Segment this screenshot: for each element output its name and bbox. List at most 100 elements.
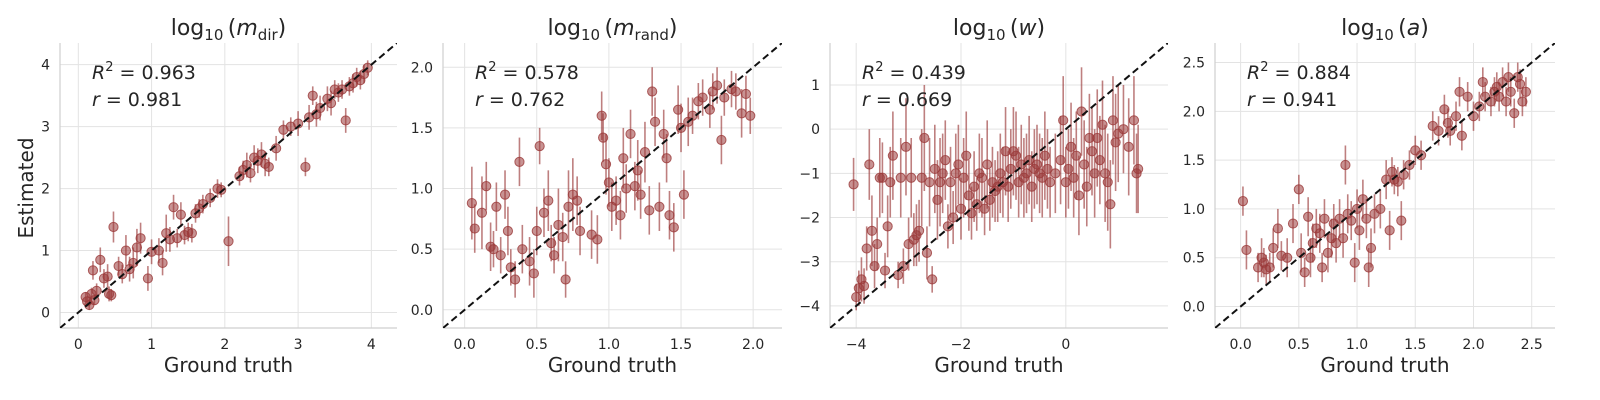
x-tick-label: 1.5: [670, 337, 692, 353]
data-point: [906, 172, 917, 183]
data-point: [108, 221, 119, 233]
data-point: [716, 134, 727, 146]
data-point: [1340, 159, 1351, 171]
data-point: [877, 172, 888, 183]
x-tick-label: −2: [951, 337, 972, 353]
data-point: [1264, 262, 1275, 273]
data-point: [574, 225, 586, 237]
data-point: [1514, 78, 1526, 90]
y-tick-label: 1.5: [411, 121, 433, 137]
data-point: [921, 247, 933, 258]
panel-title: log10 (a): [1341, 16, 1429, 44]
data-point: [510, 274, 521, 285]
data-point: [1456, 130, 1467, 141]
data-point: [1396, 215, 1407, 226]
data-point: [1105, 199, 1116, 210]
data-point: [1509, 108, 1520, 119]
data-point: [1520, 86, 1531, 97]
data-point: [175, 209, 186, 220]
data-point: [1305, 252, 1316, 263]
data-point: [596, 110, 607, 121]
data-point: [611, 195, 622, 206]
data-point: [919, 132, 930, 144]
data-point: [1439, 104, 1450, 115]
data-point: [1241, 244, 1252, 256]
y-tick-label: 0: [811, 122, 820, 138]
data-point: [488, 244, 499, 255]
data-point: [982, 159, 993, 170]
x-tick-label: 3: [294, 337, 303, 353]
identity-line: [443, 43, 782, 328]
data-point: [340, 115, 351, 126]
data-point: [548, 250, 560, 261]
data-point: [1044, 177, 1056, 188]
data-point: [1282, 252, 1293, 263]
data-point: [913, 225, 925, 236]
x-tick-label: 0.5: [1288, 337, 1310, 353]
y-tick-label: 1.0: [411, 182, 433, 198]
data-point: [168, 202, 179, 213]
data-point: [1128, 115, 1140, 126]
data-point: [711, 80, 723, 91]
data-point: [961, 150, 972, 161]
panel-title: log10 (w): [953, 16, 1045, 44]
data-point: [1500, 96, 1512, 107]
panel-title: log10 (mdir): [171, 16, 287, 44]
r2-stat: R2 = 0.439: [862, 60, 966, 84]
y-tick-label: 0.0: [411, 303, 433, 319]
data-point: [697, 92, 708, 103]
r-stat: r = 0.669: [862, 89, 952, 111]
panel-title: log10 (mrand): [547, 16, 677, 44]
data-point: [495, 250, 506, 261]
data-point: [736, 108, 747, 119]
r-stat: r = 0.981: [92, 89, 182, 111]
data-point: [1349, 257, 1360, 268]
data-point: [95, 254, 106, 265]
data-point: [1462, 91, 1473, 102]
data-point: [639, 147, 651, 158]
data-point: [1346, 215, 1357, 226]
data-point: [1494, 91, 1505, 102]
x-tick-label: 2: [220, 337, 229, 353]
x-tick-label: 0.0: [454, 337, 476, 353]
data-point: [647, 86, 658, 97]
data-point: [469, 223, 480, 234]
data-point: [307, 90, 318, 101]
data-point: [900, 141, 912, 152]
data-point: [1454, 86, 1465, 97]
data-point: [1118, 124, 1129, 135]
data-point: [678, 189, 690, 200]
data-point: [502, 225, 514, 237]
data-point: [1058, 115, 1069, 126]
data-point: [1133, 163, 1144, 175]
data-point: [106, 290, 117, 301]
data-point: [1392, 176, 1403, 187]
data-point: [1322, 247, 1334, 258]
data-point: [491, 201, 502, 212]
data-point: [263, 161, 274, 173]
y-axis-label: Estimated: [14, 137, 38, 238]
data-point: [531, 225, 542, 237]
data-point: [1073, 190, 1085, 201]
data-point: [858, 280, 870, 292]
x-tick-label: 1.5: [1404, 337, 1426, 353]
data-point: [644, 205, 655, 216]
panel-1: 0 1 2 3 4 0 1 2 3 4 Ground truth log10 (mdir) R2 = 0…: [41, 16, 397, 377]
data-point: [740, 88, 752, 100]
y-tick-label: −2: [799, 211, 820, 227]
data-point: [668, 222, 679, 233]
data-point: [861, 243, 872, 254]
data-point: [887, 150, 898, 161]
data-point: [102, 271, 113, 282]
data-layer: [1215, 43, 1555, 328]
data-point: [730, 86, 741, 97]
data-point: [953, 159, 964, 170]
data-point: [625, 128, 636, 140]
data-point: [649, 116, 661, 127]
data-point: [481, 181, 492, 192]
y-tick-label: 3: [41, 120, 50, 136]
y-tick-label: 4: [41, 58, 50, 74]
data-point: [1450, 111, 1462, 122]
identity-line: [60, 43, 397, 328]
